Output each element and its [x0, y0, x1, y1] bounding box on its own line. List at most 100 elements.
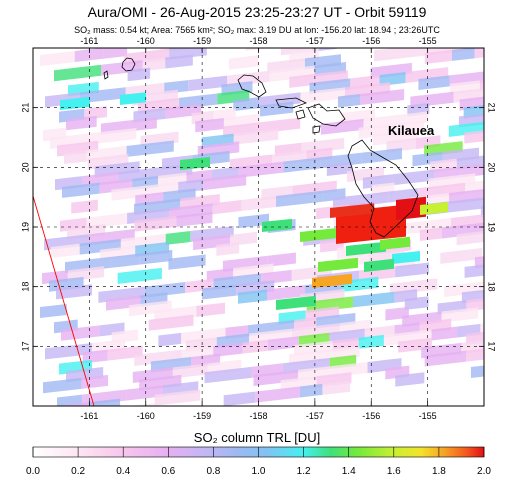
so2-pixel	[45, 343, 92, 360]
coast-maui	[307, 103, 346, 127]
so2-pixel	[111, 329, 139, 344]
so2-pixel	[129, 402, 156, 406]
so2-pixel	[461, 19, 500, 34]
so2-pixel	[362, 15, 389, 29]
colorbar-ticks: 0.0 0.2 0.4 0.6 0.8 1.0 1.2 1.4 1.6 1.8 2.0	[26, 447, 491, 477]
so2-pixel	[361, 148, 402, 164]
colorbar-tick-label: 1.6	[387, 466, 401, 477]
so2-pixel	[470, 365, 484, 378]
so2-pixel-high	[60, 96, 90, 110]
so2-pixel	[322, 380, 351, 395]
lat-tick-label-right: 18	[487, 282, 497, 292]
so2-pixel	[486, 312, 512, 326]
so2-pixel	[41, 412, 78, 427]
so2-pixel	[164, 80, 189, 94]
so2-pixel-high	[300, 228, 336, 242]
so2-pixel-high	[380, 236, 410, 250]
so2-pixel	[340, 361, 368, 377]
so2-pixel	[216, 242, 240, 256]
so2-pixel	[404, 296, 429, 310]
so2-pixel	[134, 215, 177, 232]
graticule	[33, 48, 484, 406]
so2-pixel	[267, 252, 296, 267]
so2-pixel	[418, 75, 450, 90]
lon-tick-label-bottom: -159	[193, 411, 211, 421]
so2-pixel	[96, 127, 137, 144]
lat-tick-label-left: 17	[20, 341, 30, 351]
so2-pixel	[213, 342, 243, 357]
axis-ticks: -161 -161 -160 -160 -159 -159 -158 -158 -157 -157…	[20, 36, 496, 421]
coast-niihau	[103, 70, 109, 80]
so2-pixel-high	[396, 196, 426, 220]
so2-pixel	[485, 236, 512, 250]
so2-pixel	[40, 51, 75, 66]
so2-pixel	[440, 248, 483, 264]
so2-pixel-high	[330, 203, 374, 218]
so2-pixel	[395, 372, 425, 387]
coast-hawaii	[347, 139, 419, 238]
so2-pixel-swaths	[40, 1, 514, 427]
so2-pixel	[40, 303, 67, 318]
lat-tick-label-right: 19	[487, 222, 497, 232]
coast-kauai	[121, 57, 136, 72]
so2-pixel	[260, 101, 294, 117]
so2-pixel	[451, 29, 493, 45]
so2-pixel	[487, 186, 510, 200]
so2-pixel	[139, 249, 173, 265]
so2-pixel	[373, 48, 420, 62]
so2-pixel	[230, 231, 257, 246]
lat-tick-label-left: 20	[20, 162, 30, 172]
so2-pixel	[326, 162, 353, 177]
so2-pixel	[386, 138, 416, 153]
so2-pixel	[482, 1, 508, 15]
so2-pixel	[301, 137, 345, 154]
so2-pixel	[466, 298, 484, 312]
so2-pixel	[242, 339, 268, 354]
so2-pixel	[203, 174, 247, 191]
so2-pixel	[126, 385, 163, 401]
so2-pixel-high	[312, 273, 352, 288]
swath-edge-line	[32, 195, 95, 407]
lat-tick-label-left: 19	[20, 222, 30, 232]
so2-pixel	[228, 55, 259, 70]
so2-pixel-high	[120, 92, 146, 105]
so2-pixel	[172, 363, 208, 379]
so2-pixel	[299, 383, 323, 398]
colorbar-tick-label: 1.8	[432, 466, 446, 477]
so2-pixel	[320, 118, 364, 135]
so2-pixel-high	[180, 156, 210, 170]
so2-pixel	[61, 325, 100, 341]
so2-pixel	[43, 377, 82, 394]
so2-pixel	[410, 91, 454, 108]
colorbar-tick-label: 0.8	[206, 466, 220, 477]
so2-pixel	[353, 291, 395, 308]
lat-tick-label-right: 21	[487, 103, 497, 113]
so2-pixel	[485, 58, 514, 74]
so2-pixel	[126, 140, 174, 157]
lon-tick-label-top: -156	[362, 36, 380, 46]
lon-tick-label-top: -155	[419, 36, 437, 46]
so2-pixel	[238, 213, 270, 229]
so2-pixel	[144, 282, 186, 298]
so2-pixel	[66, 115, 97, 131]
so2-pixel	[79, 87, 126, 104]
lon-tick-label-bottom: -158	[249, 411, 267, 421]
so2-pixel	[129, 117, 157, 132]
so2-pixel	[227, 70, 270, 87]
map-title: Aura/OMI - 26-Aug-2015 23:25-23:27 UT - …	[87, 4, 427, 20]
so2-pixel	[237, 289, 267, 304]
so2-pixel	[86, 213, 128, 229]
map-subtitle: SO₂ mass: 0.54 kt; Area: 7565 km²; SO₂ m…	[74, 25, 440, 35]
lat-tick-label-left: 18	[20, 282, 30, 292]
lon-tick-label-bottom: -155	[419, 411, 437, 421]
so2-pixel	[428, 8, 454, 22]
so2-pixel	[379, 72, 406, 86]
so2-pixel	[456, 231, 484, 246]
so2-pixel	[464, 264, 484, 278]
so2-pixel	[313, 21, 336, 35]
so2-pixel	[204, 366, 252, 384]
so2-pixel	[54, 64, 102, 82]
coast-oahu	[237, 74, 267, 98]
so2-pixel	[127, 67, 151, 82]
